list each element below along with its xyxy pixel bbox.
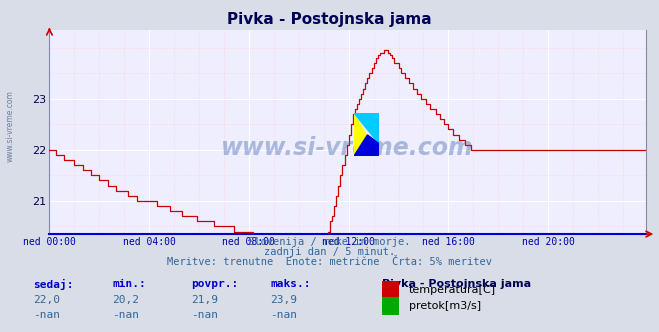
Text: zadnji dan / 5 minut.: zadnji dan / 5 minut. bbox=[264, 247, 395, 257]
Text: maks.:: maks.: bbox=[270, 279, 310, 289]
Text: pretok[m3/s]: pretok[m3/s] bbox=[409, 301, 480, 311]
Text: min.:: min.: bbox=[112, 279, 146, 289]
Text: -nan: -nan bbox=[270, 310, 297, 320]
Text: 22,0: 22,0 bbox=[33, 295, 60, 305]
Text: www.si-vreme.com: www.si-vreme.com bbox=[221, 136, 474, 160]
Text: Pivka - Postojnska jama: Pivka - Postojnska jama bbox=[227, 12, 432, 27]
Text: -nan: -nan bbox=[33, 310, 60, 320]
Text: www.si-vreme.com: www.si-vreme.com bbox=[5, 90, 14, 162]
Text: 23,9: 23,9 bbox=[270, 295, 297, 305]
Text: 21,9: 21,9 bbox=[191, 295, 218, 305]
Text: temperatura[C]: temperatura[C] bbox=[409, 285, 496, 295]
Polygon shape bbox=[354, 113, 379, 143]
Text: povpr.:: povpr.: bbox=[191, 279, 239, 289]
Text: Meritve: trenutne  Enote: metrične  Črta: 5% meritev: Meritve: trenutne Enote: metrične Črta: … bbox=[167, 257, 492, 267]
Text: -nan: -nan bbox=[191, 310, 218, 320]
Text: sedaj:: sedaj: bbox=[33, 279, 73, 290]
Polygon shape bbox=[354, 135, 379, 156]
Polygon shape bbox=[354, 113, 379, 156]
Text: Slovenija / reke in morje.: Slovenija / reke in morje. bbox=[248, 237, 411, 247]
Text: Pivka - Postojnska jama: Pivka - Postojnska jama bbox=[382, 279, 531, 289]
Text: -nan: -nan bbox=[112, 310, 139, 320]
Text: 20,2: 20,2 bbox=[112, 295, 139, 305]
